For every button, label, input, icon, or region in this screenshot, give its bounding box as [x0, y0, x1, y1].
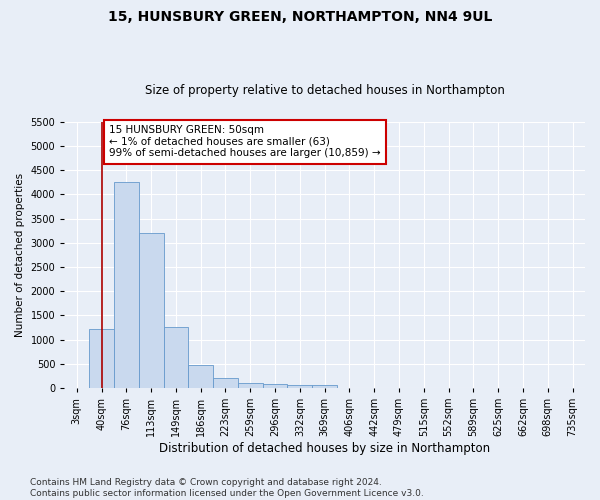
Bar	[238, 383, 263, 388]
Text: Contains HM Land Registry data © Crown copyright and database right 2024.
Contai: Contains HM Land Registry data © Crown c…	[30, 478, 424, 498]
Bar	[312, 386, 337, 388]
Bar	[89, 329, 114, 388]
X-axis label: Distribution of detached houses by size in Northampton: Distribution of detached houses by size …	[159, 442, 490, 455]
Bar	[188, 364, 213, 388]
Text: 15, HUNSBURY GREEN, NORTHAMPTON, NN4 9UL: 15, HUNSBURY GREEN, NORTHAMPTON, NN4 9UL	[108, 10, 492, 24]
Title: Size of property relative to detached houses in Northampton: Size of property relative to detached ho…	[145, 84, 505, 97]
Bar	[287, 385, 312, 388]
Bar	[139, 233, 164, 388]
Y-axis label: Number of detached properties: Number of detached properties	[15, 173, 25, 337]
Bar	[213, 378, 238, 388]
Bar	[164, 328, 188, 388]
Bar	[114, 182, 139, 388]
Text: 15 HUNSBURY GREEN: 50sqm
← 1% of detached houses are smaller (63)
99% of semi-de: 15 HUNSBURY GREEN: 50sqm ← 1% of detache…	[109, 125, 380, 158]
Bar	[263, 384, 287, 388]
